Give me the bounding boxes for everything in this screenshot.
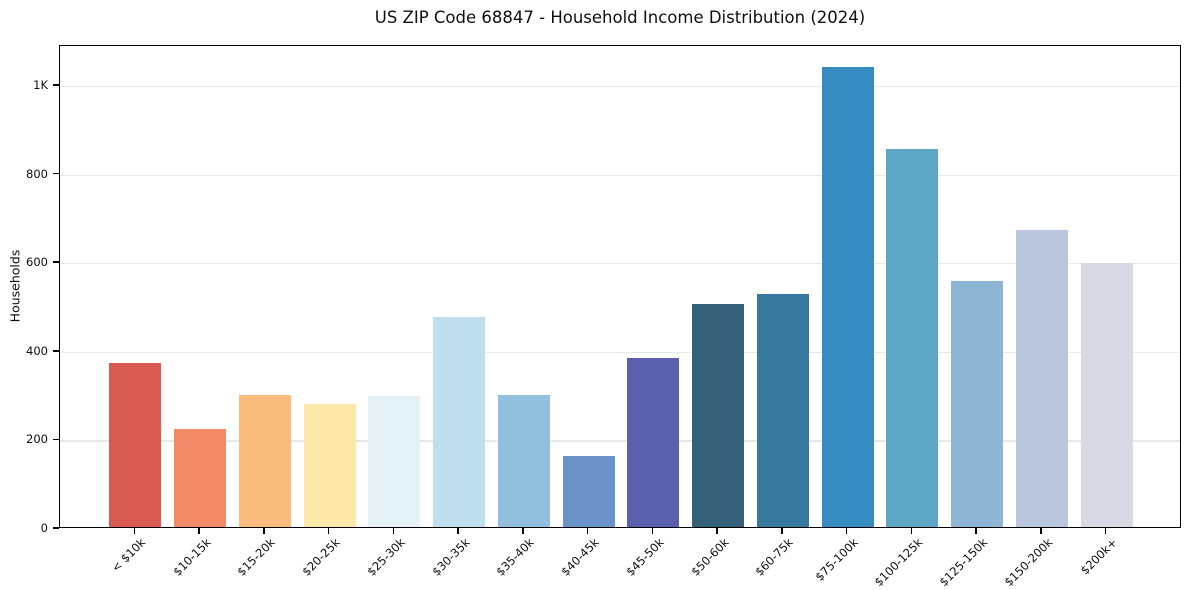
bar-100-125k xyxy=(886,148,939,527)
x-tick-mark xyxy=(845,528,848,534)
x-tick-label: $45-50k xyxy=(623,535,667,579)
bar-125-150k xyxy=(951,280,1004,527)
y-tick-label: 400 xyxy=(26,343,48,358)
x-tick-label: $30-35k xyxy=(428,535,473,579)
x-tick-mark xyxy=(975,528,977,534)
y-tick-label: 200 xyxy=(26,432,48,447)
bar-200k xyxy=(1080,263,1133,527)
x-tick-label: $10-15k xyxy=(169,535,214,579)
x-tick-label: $200k+ xyxy=(1077,535,1120,578)
y-tick-label: 0 xyxy=(40,521,48,535)
y-tick-mark xyxy=(53,261,59,263)
gridline-200 xyxy=(60,440,1180,442)
x-tick-label: $60-75k xyxy=(752,535,797,579)
x-tick-mark xyxy=(522,528,524,534)
x-tick-mark xyxy=(586,528,589,534)
y-tick-mark xyxy=(53,350,59,352)
bar-35-40k xyxy=(497,394,550,527)
x-tick-label: $100-125k xyxy=(871,535,926,590)
bar-30-35k xyxy=(433,316,486,527)
gridline-800 xyxy=(60,174,1180,176)
gridline-600 xyxy=(60,263,1180,265)
plot-area xyxy=(59,45,1181,528)
x-tick-mark xyxy=(1040,528,1042,534)
chart-title: US ZIP Code 68847 - Household Income Dis… xyxy=(374,8,866,27)
y-tick-mark xyxy=(53,172,59,175)
x-tick-mark xyxy=(457,528,459,534)
bar-60-75k xyxy=(756,293,809,527)
x-tick-label: $125-150k xyxy=(936,535,991,590)
bar-150-200k xyxy=(1015,230,1068,527)
x-tick-label: $40-45k xyxy=(558,535,602,579)
x-tick-mark xyxy=(716,528,718,534)
x-tick-mark xyxy=(327,528,330,534)
x-tick-label: < $10k xyxy=(109,535,149,575)
x-tick-mark xyxy=(1104,528,1107,534)
x-tick-mark xyxy=(651,528,654,534)
x-tick-label: $15-20k xyxy=(234,535,279,579)
x-tick-mark xyxy=(392,528,395,534)
bar-10k xyxy=(109,363,162,527)
y-tick-mark xyxy=(53,438,59,441)
x-tick-label: $35-40k xyxy=(493,535,538,579)
bar-10-15k xyxy=(174,429,227,527)
x-tick-label: $20-25k xyxy=(299,535,343,579)
gridline-400 xyxy=(60,351,1180,353)
y-tick-mark xyxy=(53,527,59,529)
gridline-1K xyxy=(60,85,1180,88)
x-tick-mark xyxy=(133,528,136,534)
bar-20-25k xyxy=(303,403,356,527)
x-tick-label: $25-30k xyxy=(364,535,408,579)
y-tick-label: 600 xyxy=(26,255,48,270)
x-tick-mark xyxy=(781,528,783,534)
x-tick-label: $75-100k xyxy=(812,535,861,584)
x-tick-mark xyxy=(910,528,913,534)
bar-15-20k xyxy=(238,394,291,527)
x-tick-mark xyxy=(263,528,265,534)
bar-50-60k xyxy=(692,304,745,527)
x-tick-mark xyxy=(198,528,200,534)
x-tick-label: $150-200k xyxy=(1001,535,1056,590)
x-tick-label: $50-60k xyxy=(687,535,732,579)
y-tick-label: 1K xyxy=(33,77,48,92)
bar-40-45k xyxy=(562,456,615,527)
bar-25-30k xyxy=(368,395,421,527)
y-tick-mark xyxy=(53,84,59,86)
bar-75-100k xyxy=(821,67,874,527)
y-tick-label: 800 xyxy=(26,166,48,181)
bar-45-50k xyxy=(627,357,680,527)
